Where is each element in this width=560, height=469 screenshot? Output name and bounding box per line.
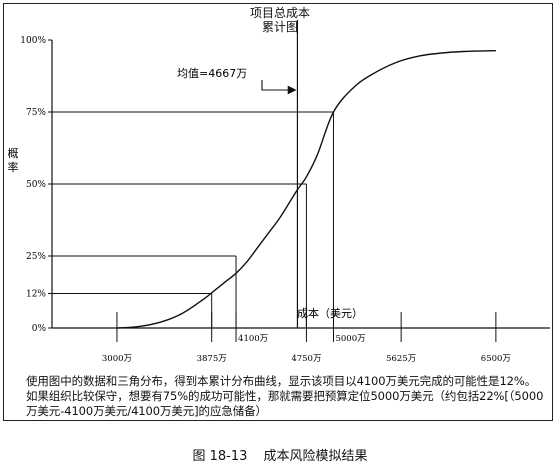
figure-caption: 图 18-13 成本风险模拟结果 xyxy=(0,445,560,464)
note-line-3: 万美元-4100万美元/4100万美元]的应急储备） xyxy=(26,404,267,418)
x-tick-label: 4750万 xyxy=(291,354,321,364)
x-tick-label: 3875万 xyxy=(197,354,227,364)
caption-text: 成本风险模拟结果 xyxy=(263,449,368,464)
x-axis-label: 成本（美元） xyxy=(297,306,363,320)
x-tick-label: 5000万 xyxy=(335,334,365,344)
y-tick-label: 0% xyxy=(32,324,47,334)
x-tick-label: 4100万 xyxy=(238,334,268,344)
note-line-1: 使用图中的数据和三角分布，得到本累计分布曲线，显示该项目以4100万美元完成的可… xyxy=(26,374,537,388)
cumulative-curve xyxy=(116,50,496,329)
x-tick-label: 3000万 xyxy=(102,354,132,364)
chart-title-block: 项目总成本 累计图 xyxy=(4,6,556,34)
y-tick-label: 50% xyxy=(26,180,46,190)
figure-note: 使用图中的数据和三角分布，得到本累计分布曲线，显示该项目以4100万美元完成的可… xyxy=(26,374,550,419)
note-line-2: 如果组织比较保守，想要有75%的成功可能性，那就需要把预算定位5000万美元（约… xyxy=(26,389,544,403)
y-tick-label: 100% xyxy=(20,36,46,46)
y-axis-label-char: 概 xyxy=(8,147,19,160)
figure-frame: 项目总成本 累计图 xyxy=(3,3,553,421)
chart-subtitle: 累计图 xyxy=(261,20,298,34)
caption-number: 图 18-13 xyxy=(192,449,248,464)
mean-label: 均值=4667万 xyxy=(177,67,247,80)
chart-title: 项目总成本 xyxy=(249,6,310,20)
y-tick-label: 25% xyxy=(26,252,46,262)
x-tick-label: 5625万 xyxy=(386,354,416,364)
y-axis-label-char: 率 xyxy=(8,160,19,174)
y-tick-label: 12% xyxy=(26,289,46,299)
y-tick-label: 75% xyxy=(26,108,46,118)
x-tick-label: 6500万 xyxy=(481,354,511,364)
mean-arrow xyxy=(261,80,297,95)
